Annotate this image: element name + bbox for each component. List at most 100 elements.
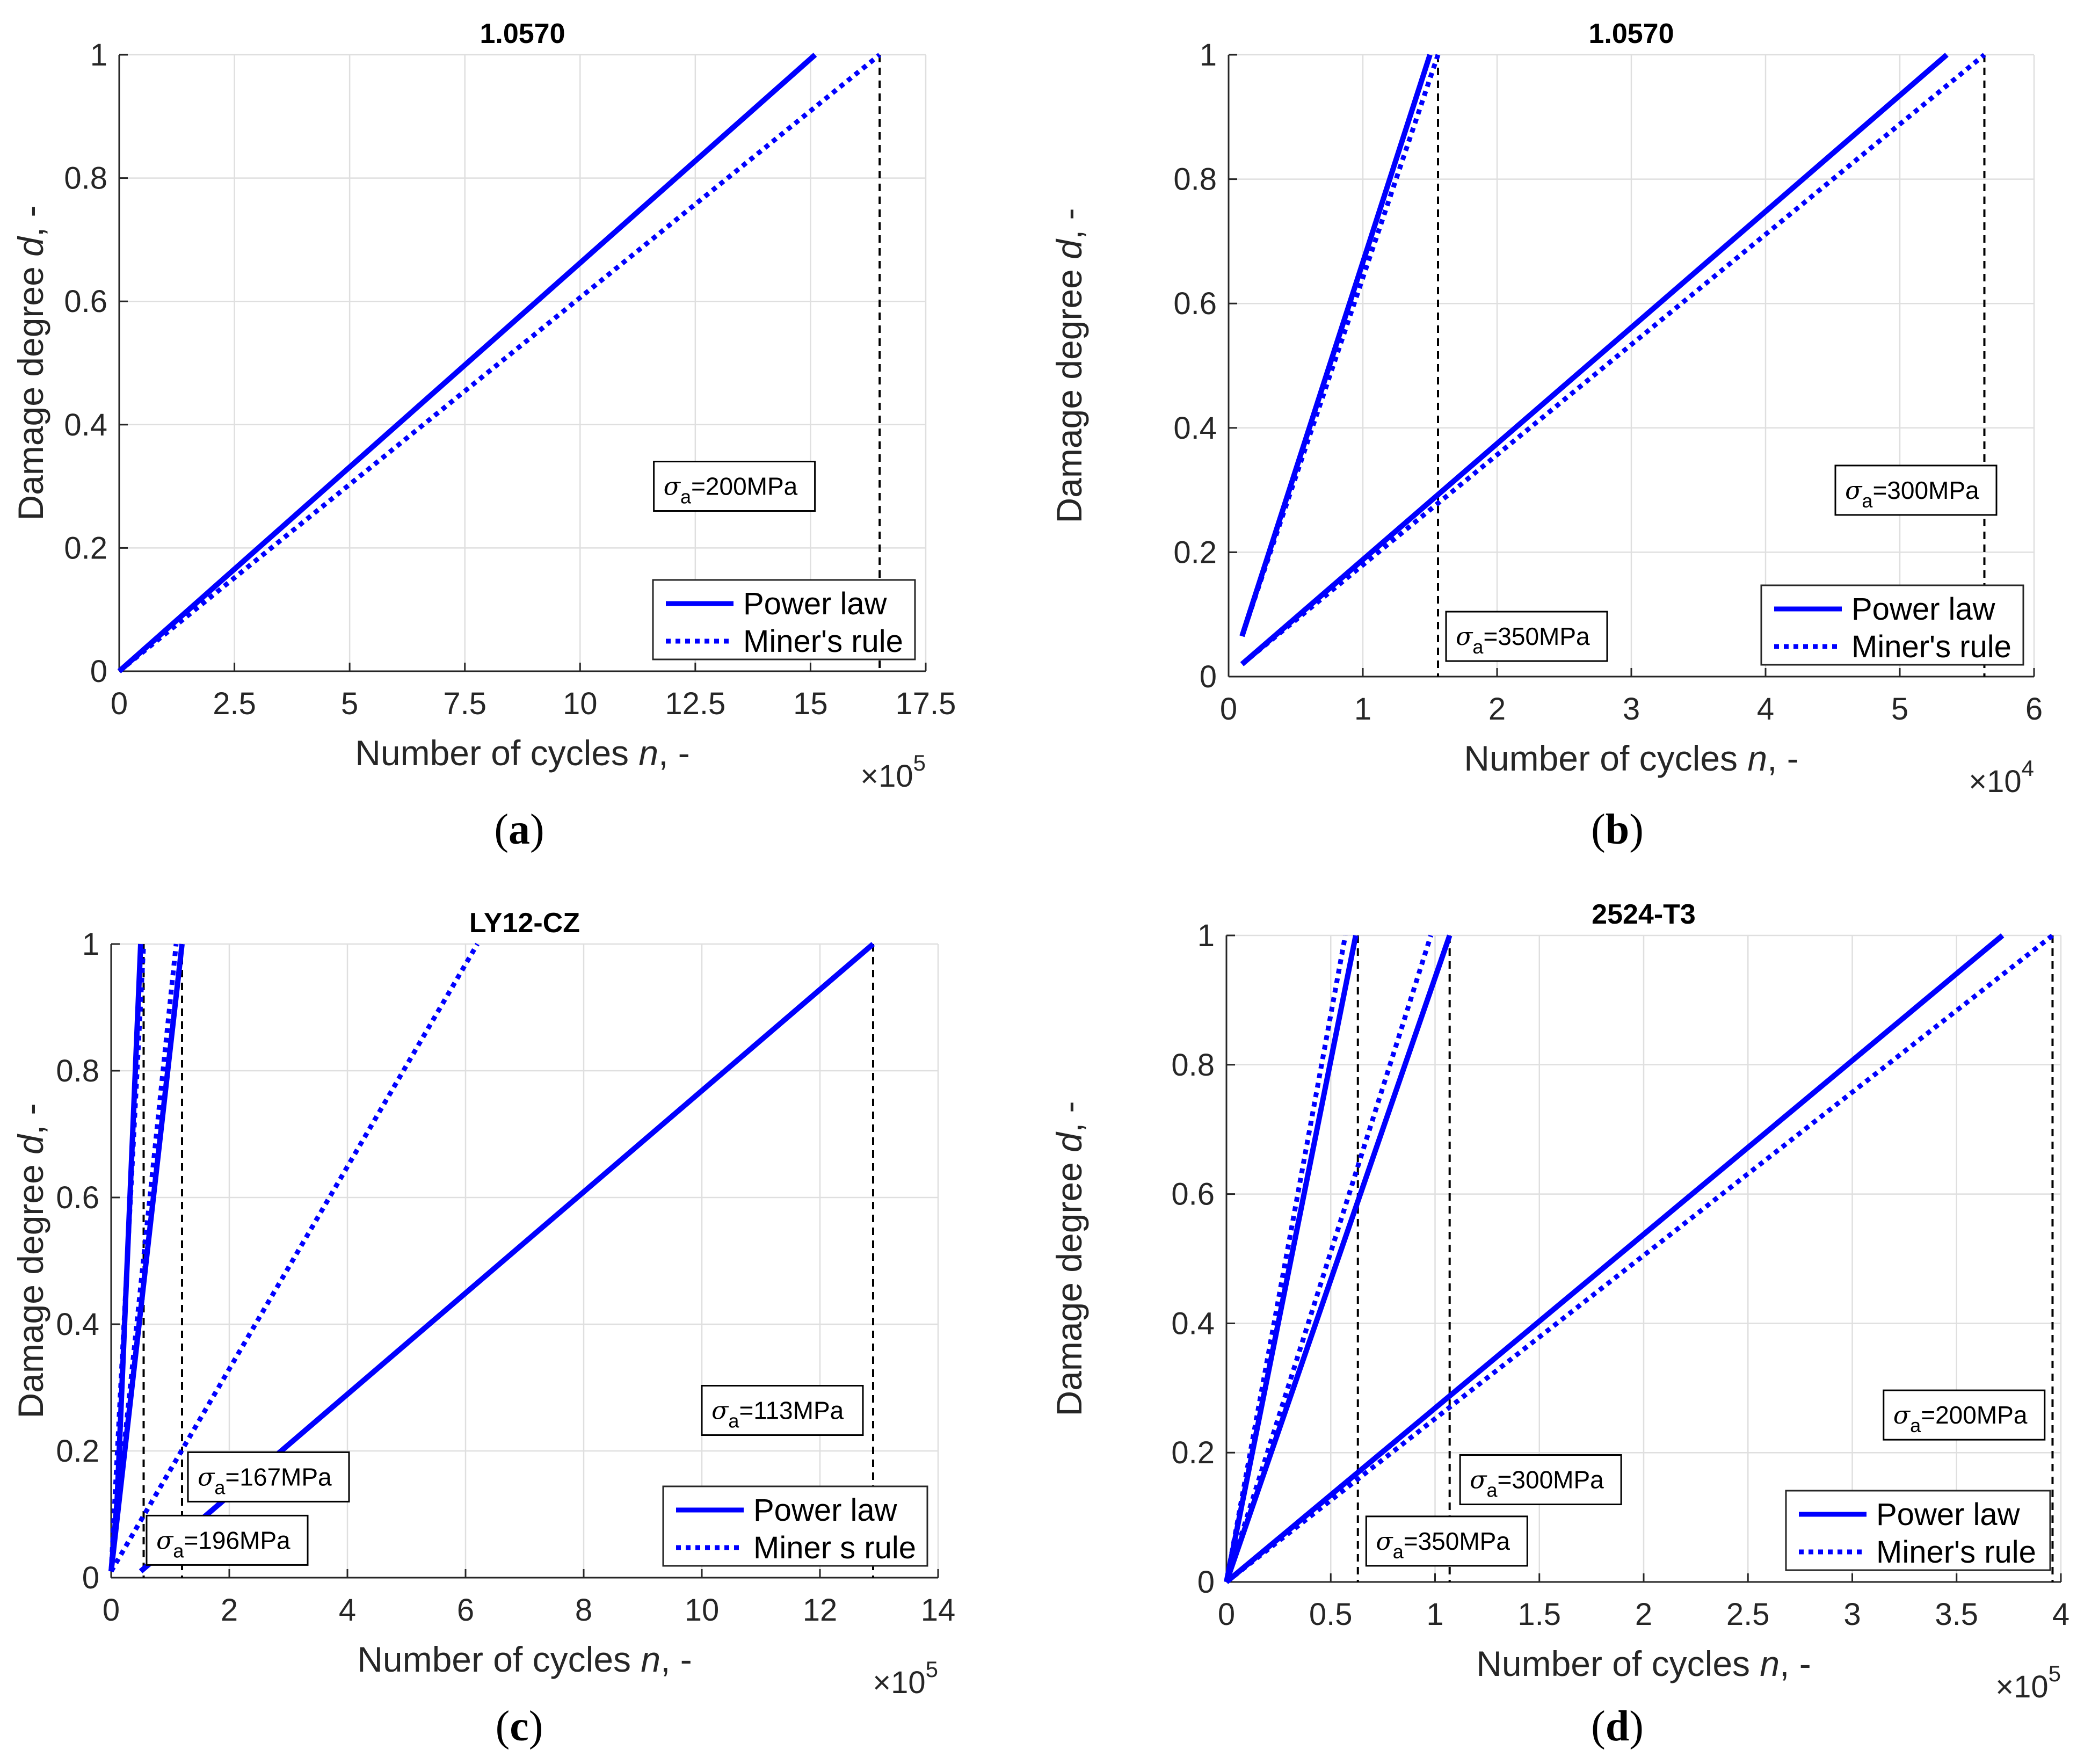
stress-sigma: σ xyxy=(1456,622,1473,651)
y-tick-label: 0 xyxy=(82,1560,99,1595)
caption-letter-d: d xyxy=(1605,1703,1630,1750)
x-axis-label-var: n xyxy=(638,733,658,773)
stress-value: =350MPa xyxy=(1483,622,1590,650)
y-tick-label: 0.4 xyxy=(56,1307,99,1342)
chart-panel-c: 0 2 4 6 8 10 12 14 0 0.2 0.4 0.6 0.8 1 LY12-CZ Number o… xyxy=(11,908,956,1700)
x-tick-label: 1.5 xyxy=(1517,1597,1561,1632)
y-axis-label-var: d xyxy=(1049,238,1089,259)
x-multiplier-exponent: 4 xyxy=(2022,756,2034,781)
y-tick-label: 0.2 xyxy=(1171,1435,1215,1470)
stress-annotation-box xyxy=(1445,611,1608,662)
stress-annotation-label: σa=300MPa xyxy=(1470,1465,1604,1501)
x-tick-label: 0 xyxy=(111,686,128,721)
stress-annotation-box xyxy=(146,1514,309,1566)
y-axis-label-var: d xyxy=(11,1134,50,1155)
chart-panel-d: 0 0.5 1 1.5 2 2.5 3 3.5 4 0 0.2 0.4 0.6 0.8 1 2524-T3 Nu… xyxy=(1049,899,2069,1704)
x-tick-label: 2.5 xyxy=(1726,1597,1770,1632)
stress-subscript: a xyxy=(214,1476,226,1498)
y-tick-label: 1 xyxy=(1200,38,1217,72)
stress-subscript: a xyxy=(1487,1479,1498,1501)
x-multiplier: ×105 xyxy=(1995,1661,2061,1704)
x-multiplier-base: ×10 xyxy=(1995,1669,2048,1704)
x-tick-label: 6 xyxy=(457,1593,474,1628)
stress-annotation-label: σa=196MPa xyxy=(156,1526,291,1562)
y-axis-label: Damage degree d, - xyxy=(1049,208,1089,523)
y-tick-label: 0.4 xyxy=(1173,411,1217,446)
stress-sigma: σ xyxy=(711,1396,729,1425)
stress-annotation-box xyxy=(1365,1515,1528,1567)
stress-subscript: a xyxy=(1472,636,1484,658)
x-tick-label: 2.5 xyxy=(213,686,256,721)
power-law-line xyxy=(108,943,185,1572)
x-multiplier: ×105 xyxy=(860,750,926,794)
caption-a: (a) xyxy=(494,806,544,853)
x-tick-label: 12.5 xyxy=(665,686,725,721)
stress-subscript: a xyxy=(680,486,692,508)
stress-sigma: σ xyxy=(198,1462,215,1491)
miners-rule-line xyxy=(1240,53,1986,666)
stress-subscript: a xyxy=(1393,1541,1404,1563)
chart-title: 1.0570 xyxy=(480,18,565,49)
y-tick-label: 0 xyxy=(1200,659,1217,694)
power-law-line xyxy=(1240,53,1949,666)
x-axis-label: Number of cycles n, - xyxy=(357,1639,692,1679)
stress-annotation-label: σa=113MPa xyxy=(711,1396,844,1432)
x-axis-label-suffix: , - xyxy=(658,733,690,773)
x-axis-label: Number of cycles n, - xyxy=(1476,1644,1811,1683)
x-multiplier-exponent: 5 xyxy=(2049,1661,2061,1686)
grid xyxy=(119,54,927,671)
y-axis-label-suffix: , - xyxy=(1049,208,1089,239)
legend-entry: Power law xyxy=(1876,1497,2021,1532)
chart-panel-b: 0 1 2 3 4 5 6 0 0.2 0.4 0.6 0.8 1 1.0570 Number of cyc… xyxy=(1049,18,2043,799)
chart-panel-a: 0 2.5 5 7.5 10 12.5 15 17.5 0 0.2 0.4 0.6 0.8 1 1.0570… xyxy=(11,18,956,794)
x-axis-label-suffix: , - xyxy=(1780,1644,1811,1683)
x-tick-label: 1 xyxy=(1426,1597,1443,1632)
y-tick-label: 0.2 xyxy=(64,531,107,565)
stress-value: =200MPa xyxy=(1921,1401,2028,1429)
x-tick-label: 0 xyxy=(1218,1597,1235,1632)
stress-value: =300MPa xyxy=(1872,476,1979,504)
x-tick-label: 0.5 xyxy=(1309,1597,1353,1632)
x-tick-label: 2 xyxy=(221,1593,238,1628)
y-axis-label-prefix: Damage degree xyxy=(11,1155,50,1419)
y-tick-label: 1 xyxy=(1197,918,1215,953)
stress-annotation-box xyxy=(187,1451,350,1502)
y-axis-label: Damage degree d, - xyxy=(11,1103,50,1418)
y-axis-label-suffix: , - xyxy=(11,205,50,237)
x-axis-label-prefix: Number of cycles xyxy=(1464,738,1747,778)
x-multiplier: ×104 xyxy=(1969,756,2034,799)
stress-subscript: a xyxy=(173,1540,184,1562)
x-multiplier-base: ×10 xyxy=(873,1665,925,1700)
caption-letter-c: c xyxy=(510,1703,529,1750)
x-tick-label: 4 xyxy=(339,1593,356,1628)
x-axis-label-var: n xyxy=(1760,1644,1780,1683)
legend-box xyxy=(1785,1490,2051,1571)
x-multiplier: ×105 xyxy=(873,1657,938,1700)
y-axis-label-suffix: , - xyxy=(1049,1101,1089,1133)
y-tick-label: 0.8 xyxy=(56,1054,99,1088)
y-tick-label: 0.6 xyxy=(1171,1177,1215,1212)
caption-letter-b: b xyxy=(1605,806,1630,853)
x-axis-label-var: n xyxy=(1747,738,1767,778)
x-tick-label: 14 xyxy=(921,1593,956,1628)
legend-entry: Miner s rule xyxy=(753,1530,916,1565)
caption-c: (c) xyxy=(495,1703,543,1750)
stress-annotation-box xyxy=(701,1385,864,1436)
y-axis-label-prefix: Damage degree xyxy=(11,257,50,521)
miners-rule-line xyxy=(1225,933,2054,1584)
legend-entry: Power law xyxy=(743,586,888,621)
y-tick-label: 0.8 xyxy=(1173,162,1217,197)
power-law-line xyxy=(1224,933,2005,1584)
stress-value: =196MPa xyxy=(184,1526,291,1554)
stress-annotation-box xyxy=(1834,464,1998,516)
x-axis-label-var: n xyxy=(641,1639,660,1679)
x-tick-label: 5 xyxy=(341,686,358,721)
chart-title: 1.0570 xyxy=(1588,18,1674,49)
x-tick-label: 1 xyxy=(1354,692,1371,727)
x-axis-label-prefix: Number of cycles xyxy=(355,733,638,773)
x-tick-label: 4 xyxy=(1757,692,1774,727)
x-tick-label: 3.5 xyxy=(1935,1597,1978,1632)
legend-entry: Miner's rule xyxy=(743,624,903,659)
